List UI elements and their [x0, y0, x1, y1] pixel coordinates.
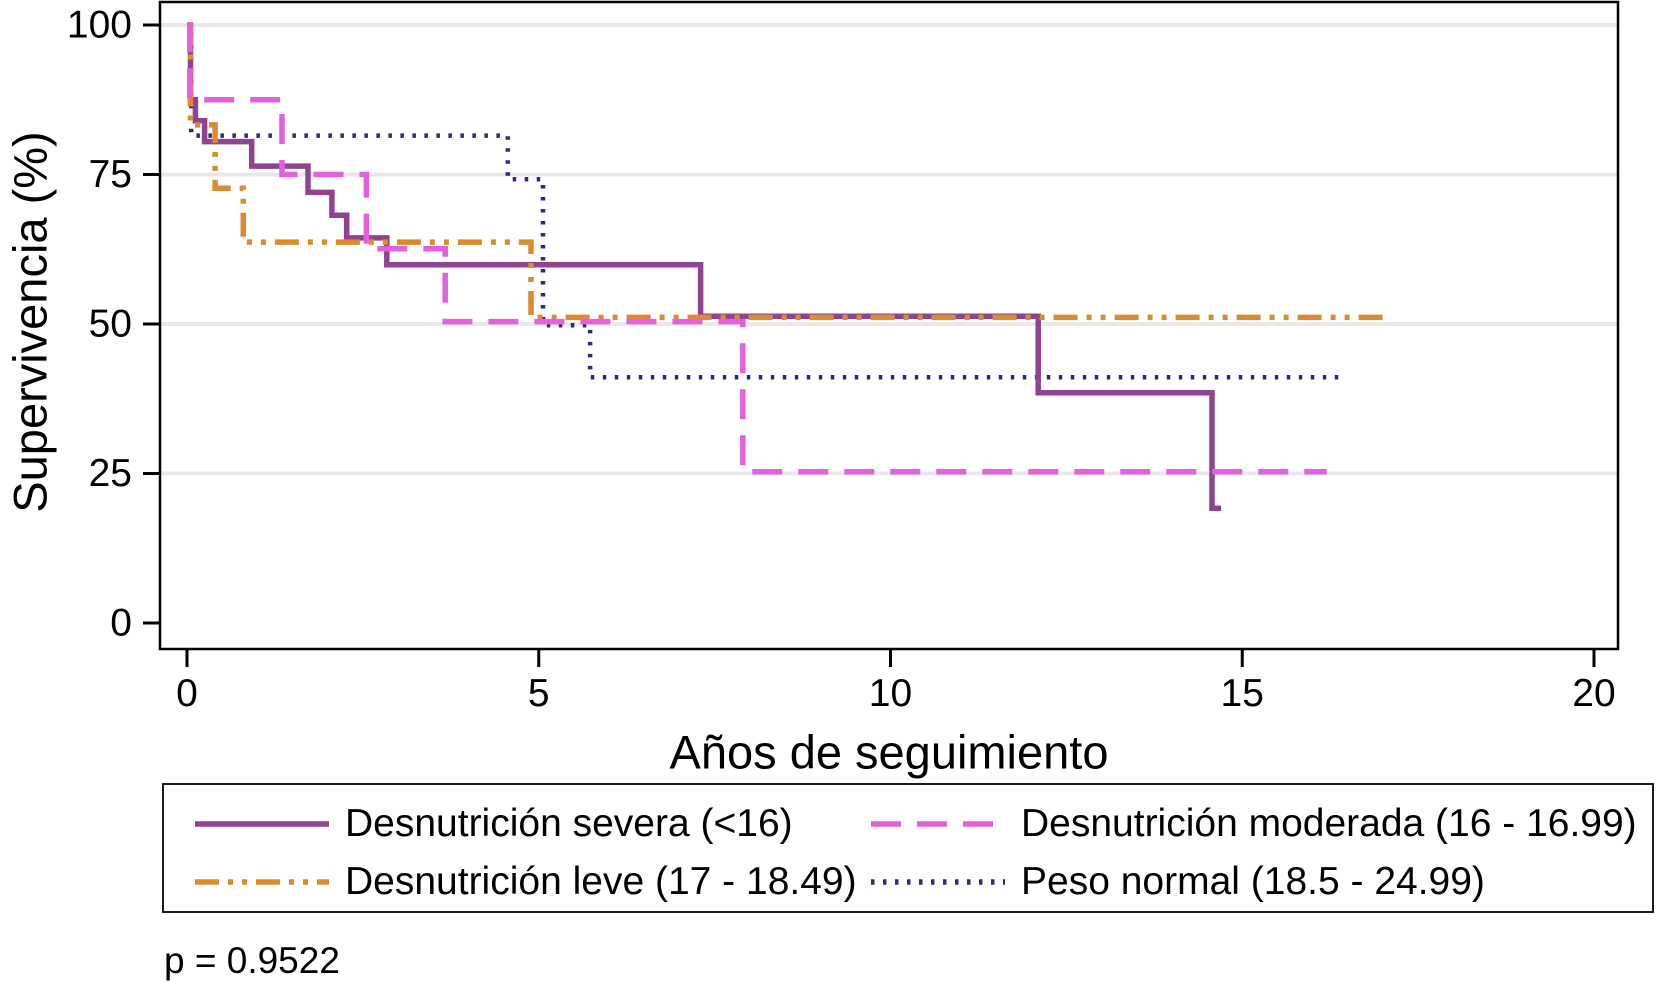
legend-swatch-moderada: [871, 821, 1005, 827]
legend-label-normal: Peso normal (18.5 - 24.99): [1021, 860, 1485, 903]
y-axis-title: Supervivencia (%): [3, 131, 57, 513]
legend-label-leve: Desnutrición leve (17 - 18.49): [345, 860, 857, 903]
legend: Desnutrición severa (<16) Desnutrición m…: [162, 783, 1654, 913]
legend-item-severa: Desnutrición severa (<16): [192, 802, 793, 846]
legend-swatch-leve: [195, 879, 329, 885]
x-tick-label-20: 20: [1572, 672, 1615, 715]
p-value-annotation: p = 0.9522: [164, 940, 340, 981]
legend-label-severa: Desnutrición severa (<16): [345, 802, 793, 845]
series-curve-2: [187, 22, 1383, 321]
legend-item-leve: Desnutrición leve (17 - 18.49): [192, 860, 857, 904]
y-tick-label-75: 75: [89, 153, 132, 196]
y-tick-label-50: 50: [89, 303, 132, 346]
x-tick-label-10: 10: [869, 672, 912, 715]
x-tick-label-5: 5: [528, 672, 550, 715]
legend-label-moderada: Desnutrición moderada (16 - 16.99): [1021, 802, 1637, 845]
x-tick-label-15: 15: [1221, 672, 1264, 715]
y-tick-label-25: 25: [89, 452, 132, 495]
series-curve-3: [187, 22, 1341, 380]
x-axis-title: Años de seguimiento: [669, 725, 1109, 779]
series-curve-0: [187, 22, 1222, 511]
y-tick-label-0: 0: [110, 602, 132, 645]
legend-swatch-normal: [871, 879, 1005, 885]
legend-swatch-severa: [195, 821, 329, 827]
legend-item-normal: Peso normal (18.5 - 24.99): [868, 860, 1485, 904]
legend-item-moderada: Desnutrición moderada (16 - 16.99): [868, 802, 1637, 846]
y-tick-label-100: 100: [67, 4, 132, 47]
series-curve-1: [187, 22, 1327, 475]
x-tick-label-0: 0: [176, 672, 198, 715]
